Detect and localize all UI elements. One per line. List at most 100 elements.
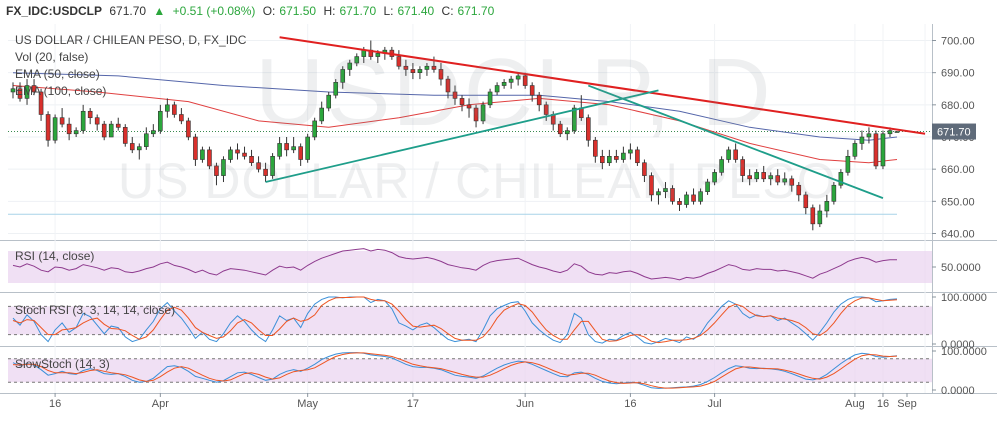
candle xyxy=(38,88,44,121)
price-tick-label: 690.00 xyxy=(941,68,975,80)
symbol-name[interactable]: FX_IDC:USDCLP xyxy=(6,4,103,18)
time-tick-label: Jul xyxy=(708,398,722,410)
candle xyxy=(831,182,837,205)
candle xyxy=(284,137,289,157)
price-tag-label: 671.70 xyxy=(937,127,971,139)
candle-body xyxy=(417,69,423,73)
candle xyxy=(172,101,177,118)
candle-body xyxy=(242,152,247,157)
candle-body xyxy=(452,91,458,99)
candle-body xyxy=(684,194,689,205)
candle xyxy=(17,82,23,102)
candle-body xyxy=(515,75,521,80)
candle xyxy=(108,120,114,138)
candle-body xyxy=(614,156,619,160)
candle xyxy=(94,114,100,131)
candle xyxy=(80,104,86,134)
candle-body xyxy=(410,69,416,73)
candle-body xyxy=(880,133,886,167)
candle-body xyxy=(129,143,135,151)
candle-body xyxy=(59,117,65,125)
legend-volume[interactable]: Vol (20, false) xyxy=(15,50,89,64)
low-value: 671.40 xyxy=(397,4,435,18)
candle xyxy=(600,149,605,170)
candle-body xyxy=(670,188,675,202)
candle xyxy=(326,91,332,112)
candle-body xyxy=(522,75,528,86)
time-tick-label: May xyxy=(297,398,318,410)
candle xyxy=(852,140,858,160)
candle-body xyxy=(754,172,759,180)
candle-body xyxy=(473,107,479,122)
candle xyxy=(431,56,437,73)
candle xyxy=(221,156,226,183)
candle-body xyxy=(642,162,647,176)
candle xyxy=(501,79,507,89)
last-price: 671.70 xyxy=(109,4,147,18)
candle xyxy=(291,137,296,154)
candle xyxy=(515,72,521,86)
open-label: O: xyxy=(262,4,276,18)
candle xyxy=(670,185,675,205)
candle-body xyxy=(894,131,900,133)
candle xyxy=(305,133,310,163)
candle xyxy=(228,146,233,163)
candle xyxy=(347,59,353,76)
candle-body xyxy=(649,175,654,196)
candle-body xyxy=(193,136,198,160)
stochrsi-label[interactable]: Stoch RSI (3, 3, 14, 14, close) xyxy=(15,303,176,317)
candle xyxy=(31,79,37,96)
rsi-label[interactable]: RSI (14, close) xyxy=(15,249,95,263)
time-tick-label: 16 xyxy=(49,398,61,410)
candle xyxy=(270,153,275,179)
candle-body xyxy=(817,210,823,225)
candle-body xyxy=(87,110,93,119)
candle-body xyxy=(747,175,752,180)
candle-body xyxy=(361,49,367,57)
candle xyxy=(614,149,619,163)
candle xyxy=(761,165,766,183)
candle xyxy=(663,182,668,199)
candle-body xyxy=(80,110,86,131)
candle-body xyxy=(719,159,724,173)
candle-body xyxy=(73,130,79,135)
legend-title[interactable]: US DOLLAR / CHILEAN PESO, D, FX_IDC xyxy=(15,33,247,47)
candle-body xyxy=(557,123,563,135)
time-tick-label: Jun xyxy=(516,398,534,410)
candle xyxy=(803,191,809,215)
candle xyxy=(480,101,486,125)
candle-body xyxy=(235,149,240,154)
candle-body xyxy=(431,65,437,70)
candle-body xyxy=(228,149,233,160)
candle-body xyxy=(354,56,360,64)
candle-body xyxy=(277,143,282,157)
candle-body xyxy=(165,104,170,112)
candle-body xyxy=(782,178,788,183)
plot-area xyxy=(0,24,932,393)
candle-body xyxy=(810,207,816,225)
trendline-green xyxy=(587,84,884,199)
rsi-band xyxy=(8,251,932,283)
candle xyxy=(719,156,724,176)
candle-body xyxy=(593,139,598,157)
candle xyxy=(312,117,317,141)
candle-body xyxy=(305,136,310,160)
candle-body xyxy=(621,152,626,160)
candle-body xyxy=(600,156,605,164)
candle xyxy=(691,188,696,205)
candle xyxy=(179,108,184,125)
candle xyxy=(438,63,444,86)
candle-body xyxy=(852,143,858,157)
candle-body xyxy=(635,149,640,164)
legend-ema50[interactable]: EMA (50, close) xyxy=(15,67,100,81)
candle xyxy=(775,169,781,186)
candle xyxy=(726,146,731,163)
legend-ema100[interactable]: EMA (100, close) xyxy=(15,84,107,98)
slowstoch-label[interactable]: SlowStoch (14, 3) xyxy=(15,357,110,371)
candle-body xyxy=(740,159,745,176)
candle xyxy=(256,156,261,173)
candle-body xyxy=(459,98,465,106)
candle xyxy=(873,130,879,170)
candle-body xyxy=(347,62,353,70)
candle-body xyxy=(115,123,121,128)
